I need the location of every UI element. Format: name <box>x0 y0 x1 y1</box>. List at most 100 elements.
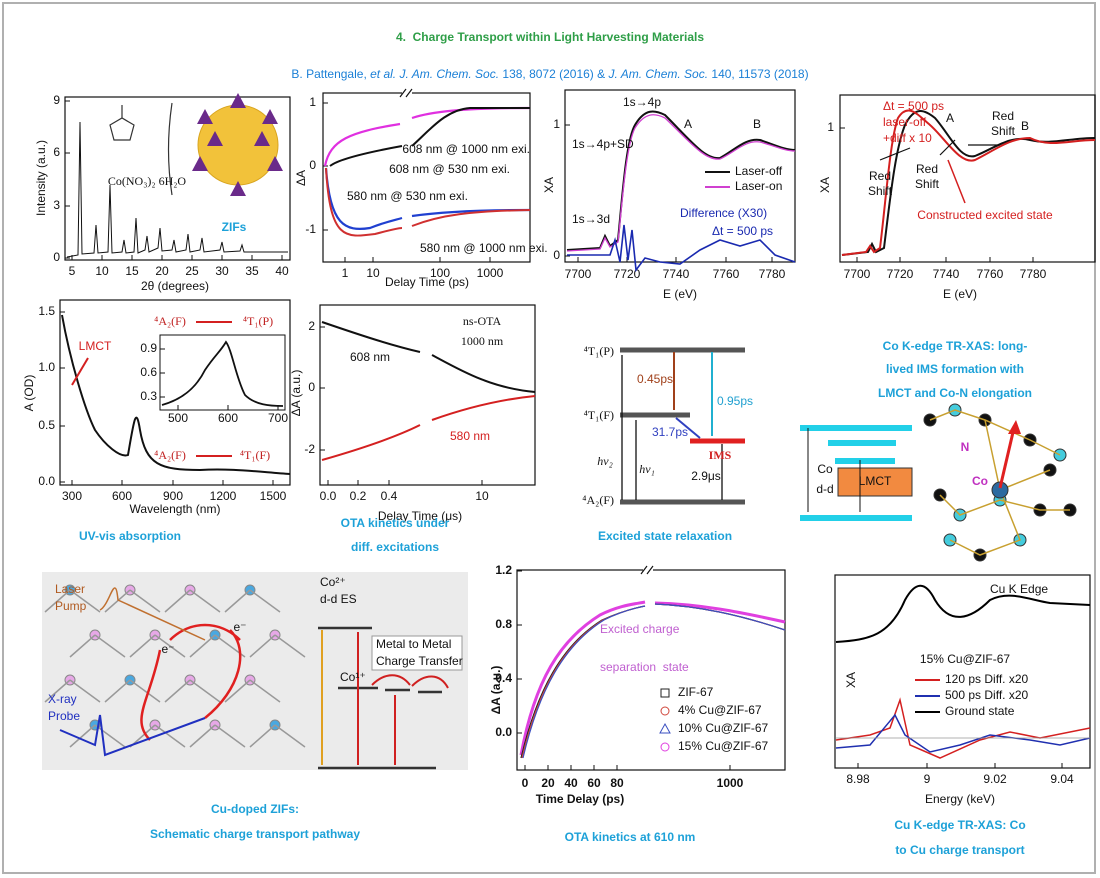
y-tick-label: 1.0 <box>38 360 55 374</box>
legend-label: Ground state <box>945 704 1015 718</box>
label: 0.45ps <box>637 372 673 386</box>
label: Wavelength (nm) <box>130 502 221 516</box>
label: 2.9μs <box>691 469 721 483</box>
legend-marker <box>660 742 670 752</box>
label: Co(NO₃)₂ 6H₂O <box>108 174 187 188</box>
label: Charge Transfer <box>376 654 463 668</box>
x-tick-label: 8.98 <box>846 772 870 786</box>
line <box>94 724 126 748</box>
caption: Cu K-edge TR-XAS: Co <box>894 818 1025 832</box>
y-tick-label: 1.2 <box>495 563 512 577</box>
line <box>399 88 407 98</box>
label: Energy (keV) <box>925 792 995 806</box>
curve <box>325 167 531 237</box>
y-tick-label: 6 <box>53 145 60 159</box>
label: 1s→4p <box>623 95 661 109</box>
label: 2θ (degrees) <box>141 279 209 293</box>
x-tick-label: 10 <box>366 266 380 280</box>
legend-label: ZIF-67 <box>678 685 714 699</box>
label: Co <box>972 474 988 488</box>
x-tick-label: 35 <box>245 264 259 278</box>
label: Shift <box>991 124 1016 138</box>
line <box>249 724 276 748</box>
y-tick-label: 3 <box>53 198 60 212</box>
line <box>879 147 911 161</box>
label: Excited charge <box>600 622 680 636</box>
x-tick-label: 7720 <box>887 267 914 281</box>
label: Cu K Edge <box>990 582 1048 596</box>
label: Δt = 500 ps <box>712 224 773 238</box>
y-tick-label: 0.5 <box>38 418 55 432</box>
curve <box>59 714 206 757</box>
y-tick-label: 0.9 <box>140 341 157 355</box>
label: 31.7ps <box>652 425 688 439</box>
line <box>69 634 96 658</box>
label: 608 nm @ 530 nm exi. <box>389 162 510 176</box>
label: 1000 nm <box>461 334 504 348</box>
label: hν₁ <box>639 462 655 476</box>
label: ΔA (a.u.) <box>489 666 503 715</box>
x-tick-label: 9.04 <box>1050 772 1074 786</box>
citation-part: B. Pattengale, <box>291 67 370 81</box>
line <box>104 589 131 613</box>
line <box>154 634 186 658</box>
zif-node <box>230 93 246 108</box>
line <box>129 679 161 703</box>
line <box>69 724 96 748</box>
zif-node <box>197 109 213 124</box>
label: Δt = 500 ps <box>883 99 944 113</box>
label: ⁴T₁(P) <box>243 314 273 328</box>
label: Laser-on <box>735 179 782 193</box>
title: 4. Charge Transport within Light Harvest… <box>396 30 704 44</box>
curve <box>835 713 1091 753</box>
x-tick-label: 1500 <box>260 489 287 503</box>
y-tick-label: 0 <box>308 380 315 394</box>
label: Difference (X30) <box>680 206 767 220</box>
mmct-box <box>371 635 463 671</box>
line <box>249 679 281 703</box>
arrow-head <box>1008 420 1021 434</box>
y-tick-label: 0 <box>309 158 316 172</box>
label: A <box>946 111 954 125</box>
caption: UV-vis absorption <box>79 529 181 543</box>
label: Intensity (a.u.) <box>34 140 48 216</box>
label: IMS <box>709 448 732 462</box>
label: XA <box>844 672 858 688</box>
x-tick-label: 900 <box>163 489 183 503</box>
line <box>249 589 281 613</box>
line <box>164 679 191 703</box>
curve <box>929 409 1070 556</box>
label: 580 nm <box>450 429 490 443</box>
label: XA <box>818 177 832 193</box>
caption: OTA kinetics under <box>341 516 450 530</box>
citation-part: et al. J. Am. Chem. Soc. <box>370 67 499 81</box>
line <box>44 679 71 703</box>
citation-part: J. Am. Chem. Soc. <box>607 67 708 81</box>
x-tick-label: 0.2 <box>350 489 367 503</box>
label: Probe <box>48 709 80 723</box>
label: Shift <box>915 177 940 191</box>
curve <box>66 121 288 258</box>
x-tick-label: 40 <box>564 776 578 790</box>
line <box>189 589 221 613</box>
line <box>44 589 71 613</box>
legend-label: 500 ps Diff. x20 <box>945 688 1028 702</box>
plot-frame <box>59 299 291 486</box>
zif-node <box>262 109 278 124</box>
label: d-d ES <box>320 592 357 606</box>
zif-node <box>192 156 208 171</box>
caption: to Cu charge transport <box>895 843 1024 857</box>
axis-break <box>402 88 412 98</box>
label: ⁴A₂(F) <box>154 448 186 462</box>
label: Laser-off <box>735 164 783 178</box>
lmct-box <box>837 467 913 497</box>
y-tick-label: -2 <box>304 442 315 456</box>
zif-node <box>207 131 223 146</box>
x-tick-label: 25 <box>185 264 199 278</box>
label: Red <box>992 109 1014 123</box>
label: 15% Cu@ZIF-67 <box>920 652 1011 666</box>
y-tick-label: 0.8 <box>495 617 512 631</box>
zif-node <box>254 131 270 146</box>
caption: OTA kinetics at 610 nm <box>565 830 696 844</box>
